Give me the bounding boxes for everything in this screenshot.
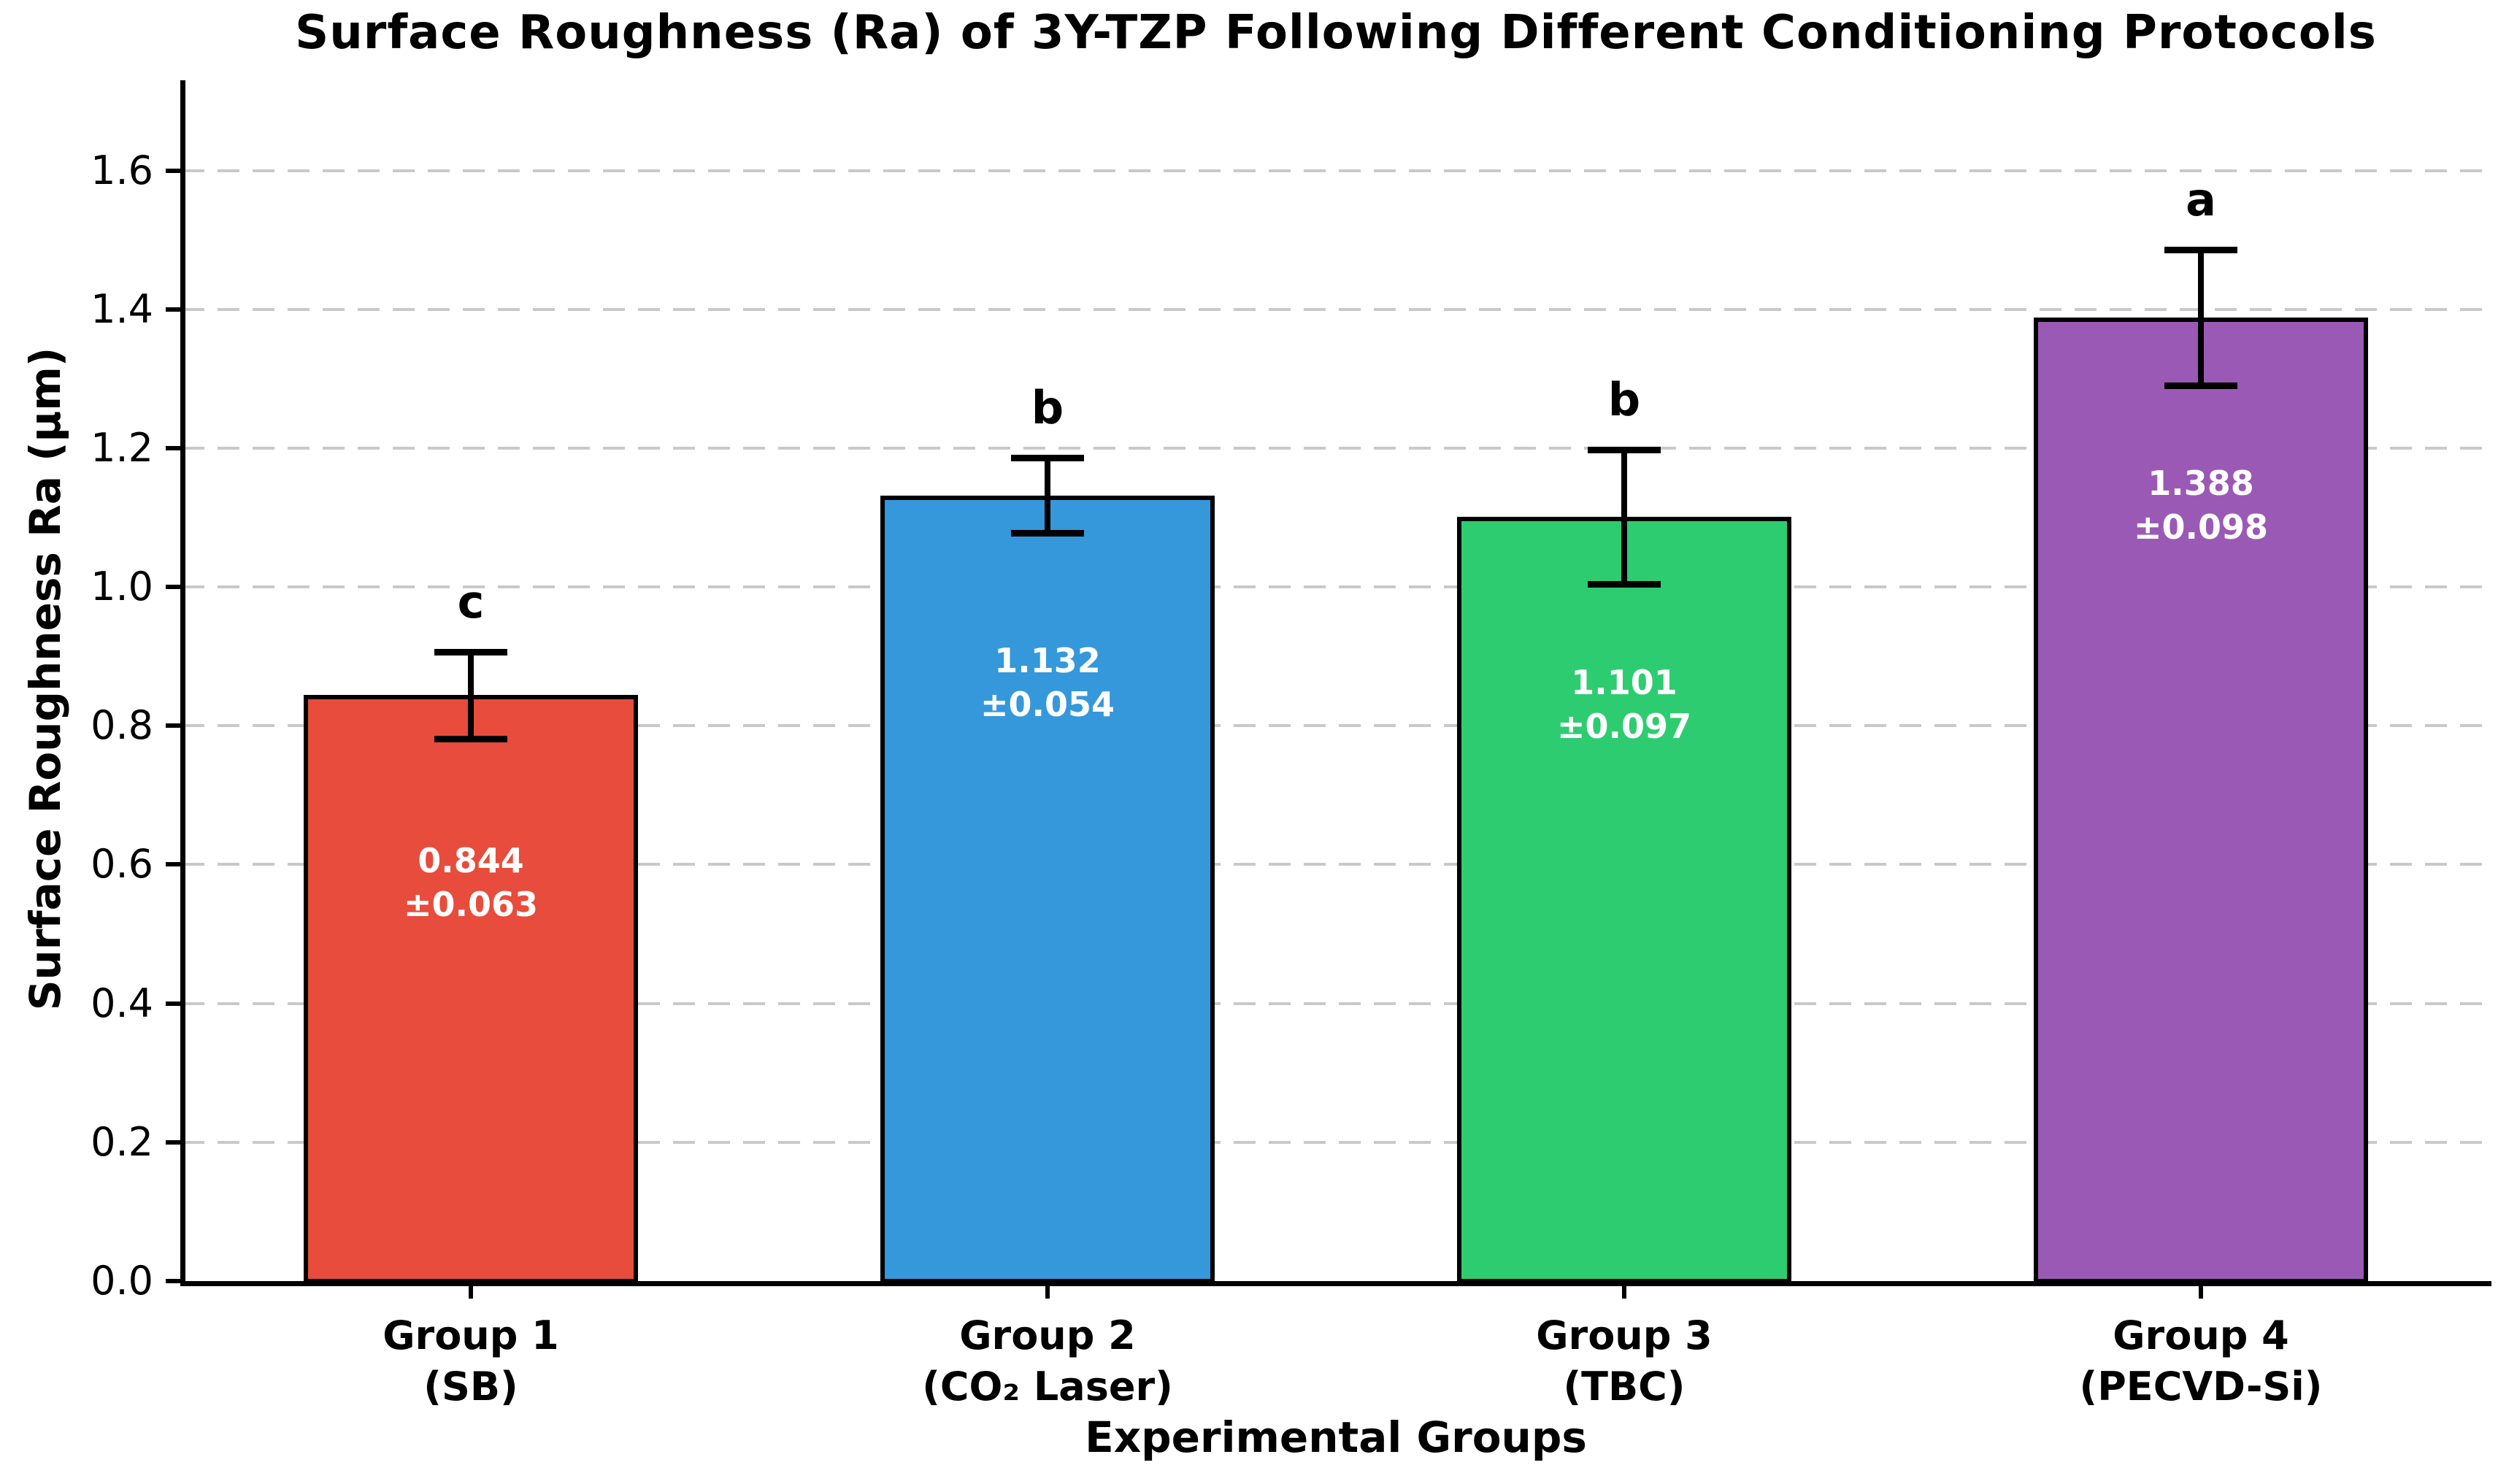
bar-value-line: ±0.097: [1556, 707, 1692, 746]
x-tick-mark: [469, 1284, 473, 1299]
x-tick-protocol-name: (SB): [423, 1364, 518, 1410]
error-bar-cap-top: [1011, 455, 1084, 461]
x-tick-label: Group 3 (TBC): [1369, 1310, 1880, 1412]
y-axis-spine: [180, 80, 185, 1286]
gridline: [182, 724, 2489, 728]
x-tick-protocol-name: (PECVD-Si): [2079, 1364, 2323, 1410]
bar-value-line: ±0.098: [2133, 507, 2269, 547]
y-tick-mark: [166, 1279, 180, 1283]
error-bar-line: [468, 652, 474, 739]
bar-value-label: 1.388 ±0.098: [2033, 461, 2369, 549]
significance-letter: c: [457, 575, 485, 628]
x-tick-label: Group 1 (SB): [215, 1310, 726, 1412]
bar-value-label: 1.101 ±0.097: [1456, 661, 1792, 748]
bar-value-label: 1.132 ±0.054: [880, 639, 1215, 726]
gridline: [182, 169, 2489, 172]
error-bar-line: [1621, 450, 1627, 584]
error-bar-cap-top: [2164, 247, 2237, 253]
y-tick-label: 1.6: [91, 147, 153, 193]
x-tick-protocol-name: (CO₂ Laser): [922, 1364, 1173, 1410]
y-tick-label: 0.2: [91, 1118, 153, 1165]
error-bar-cap-bottom: [2164, 382, 2237, 389]
x-tick-group-name: Group 1: [383, 1312, 559, 1358]
x-tick-group-name: Group 3: [1536, 1312, 1713, 1358]
error-bar-cap-bottom: [1588, 581, 1661, 588]
y-tick-label: 0.6: [91, 841, 153, 888]
y-tick-mark: [166, 1139, 180, 1145]
gridline: [182, 446, 2489, 450]
x-axis-label: Experimental Groups: [1085, 1412, 1587, 1462]
x-tick-label: Group 4 (PECVD-Si): [1945, 1310, 2456, 1412]
x-tick-mark: [2199, 1284, 2203, 1299]
y-tick-mark: [166, 862, 180, 867]
y-tick-label: 0.8: [91, 702, 153, 749]
error-bar-cap-bottom: [1011, 530, 1084, 537]
gridline: [182, 307, 2489, 311]
y-tick-mark: [166, 445, 180, 450]
bar-value-line: ±0.054: [980, 685, 1115, 724]
bar-group-2: [880, 496, 1215, 1283]
bar-group-3: [1457, 517, 1791, 1283]
error-bar-line: [2198, 250, 2204, 385]
y-tick-label: 1.4: [91, 285, 153, 332]
significance-letter: b: [1607, 373, 1641, 426]
bar-value-label: 0.844 ±0.063: [303, 839, 639, 926]
gridline: [182, 1001, 2489, 1005]
y-tick-label: 1.2: [91, 424, 153, 471]
significance-letter: b: [1031, 381, 1064, 434]
x-tick-group-name: Group 2: [959, 1312, 1136, 1358]
bar-value-line: ±0.063: [403, 885, 539, 924]
x-tick-group-name: Group 4: [2113, 1312, 2289, 1358]
y-tick-mark: [166, 168, 180, 173]
gridline: [182, 863, 2489, 866]
significance-letter: a: [2186, 173, 2216, 226]
x-tick-mark: [1045, 1284, 1050, 1299]
error-bar-cap-top: [1588, 447, 1661, 453]
chart-title: Surface Roughness (Ra) of 3Y-TZP Followi…: [295, 6, 2377, 60]
y-tick-mark: [166, 1001, 180, 1006]
gridline: [182, 585, 2489, 589]
error-bar-cap-bottom: [434, 736, 507, 742]
y-tick-label: 0.4: [91, 980, 153, 1026]
x-tick-mark: [1622, 1284, 1626, 1299]
bar-value-line: 1.132: [994, 641, 1101, 680]
y-tick-label: 1.0: [91, 564, 153, 610]
error-bar-cap-top: [434, 649, 507, 656]
error-bar-line: [1045, 458, 1050, 533]
y-tick-label: 0.0: [91, 1258, 153, 1304]
y-tick-mark: [166, 723, 180, 728]
x-tick-protocol-name: (TBC): [1563, 1364, 1686, 1410]
bar-value-line: 1.101: [1571, 663, 1677, 702]
gridline: [182, 1140, 2489, 1144]
bar-value-line: 0.844: [418, 841, 524, 880]
bar-group-1: [304, 695, 638, 1283]
x-axis-spine: [180, 1281, 2491, 1286]
bar-value-line: 1.388: [2148, 464, 2254, 503]
x-tick-label: Group 2 (CO₂ Laser): [792, 1310, 1303, 1412]
y-tick-mark: [166, 585, 180, 590]
y-tick-mark: [166, 307, 180, 312]
